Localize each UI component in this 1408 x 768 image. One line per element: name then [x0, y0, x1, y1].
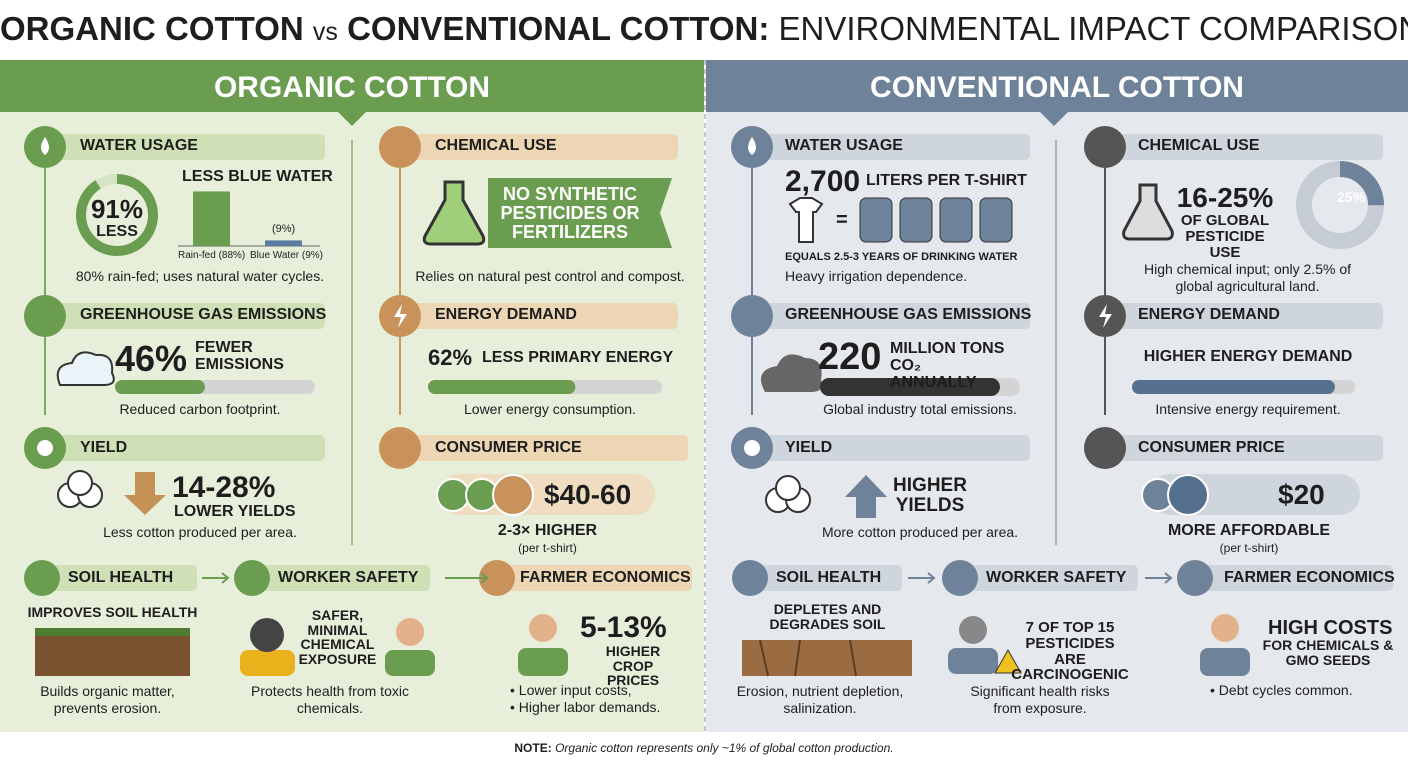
- section-label: SOIL HEALTH: [68, 569, 174, 586]
- section-label: CHEMICAL USE: [435, 137, 557, 154]
- figure: 2,700: [785, 165, 861, 198]
- caption: Less cotton produced per area.: [103, 524, 297, 540]
- section-label: GREENHOUSE GAS EMISSIONS: [80, 306, 327, 323]
- ring-label: 91%: [90, 194, 144, 224]
- panel-heading: ORGANIC COTTON: [213, 71, 491, 104]
- caption: Lower energy consumption.: [464, 401, 636, 417]
- caption: Builds organic matter, prevents erosion.: [40, 683, 175, 716]
- caption: Protects health from toxic chemicals.: [251, 683, 409, 716]
- bar-label: Rain-fed (88%): [178, 250, 246, 261]
- note: (per t-shirt): [1219, 541, 1279, 555]
- footnote: NOTE: Organic cotton represents only ~1%…: [0, 742, 1408, 755]
- bar-label: Blue Water (9%): [250, 250, 323, 261]
- section-label: SOIL HEALTH: [776, 569, 882, 586]
- progress-bar: [820, 378, 1000, 396]
- section-label: CONSUMER PRICE: [1138, 439, 1285, 456]
- pie-label: 25%: [1337, 189, 1366, 205]
- page-title: ORGANIC COTTON vs CONVENTIONAL COTTON: E…: [0, 10, 1408, 47]
- chart-title: LESS BLUE WATER: [182, 168, 333, 185]
- title-part: CONVENTIONAL COTTON:: [347, 10, 770, 47]
- progress-bar: [428, 380, 576, 394]
- figure: 46%: [115, 338, 188, 379]
- figure-text: FEWER EMISSIONS: [195, 339, 284, 373]
- headline: 7 OF TOP 15 PESTICIDES ARE CARCINOGENIC: [1011, 619, 1129, 684]
- section-label: ENERGY DEMAND: [1138, 306, 1280, 323]
- bar: [193, 191, 230, 246]
- headline: HIGH COSTS: [1268, 617, 1393, 639]
- subheadline: FOR CHEMICALS & GMO SEEDS: [1262, 637, 1394, 668]
- figure-text: LOWER YIELDS: [174, 503, 296, 520]
- section-label: GREENHOUSE GAS EMISSIONS: [785, 306, 1032, 323]
- section-label: YIELD: [785, 439, 833, 456]
- figure: 16-25%: [1176, 182, 1274, 213]
- figure: $20: [1278, 479, 1325, 510]
- figure-text: HIGHER CROP PRICES: [605, 643, 661, 689]
- headline: HIGHER YIELDS: [893, 475, 967, 516]
- section-label: CONSUMER PRICE: [435, 439, 582, 456]
- banner: NO SYNTHETIC PESTICIDES OR FERTILIZERS: [500, 184, 640, 242]
- figure-text: OF GLOBAL PESTICIDE USE: [1180, 212, 1270, 261]
- caption: Significant health risks from exposure.: [970, 683, 1110, 716]
- bullet: • Higher labor demands.: [510, 699, 661, 715]
- caption: Relies on natural pest control and compo…: [415, 268, 685, 284]
- section-label: WORKER SAFETY: [986, 569, 1127, 586]
- caption: Erosion, nutrient depletion, salinizatio…: [736, 683, 904, 716]
- ring-arc: [76, 174, 158, 256]
- headline: HIGHER ENERGY DEMAND: [1143, 348, 1353, 365]
- caption: High chemical input; only 2.5% of global…: [1144, 261, 1351, 294]
- section-label: CHEMICAL USE: [1138, 137, 1260, 154]
- ring-sub: LESS: [96, 223, 138, 240]
- figure-text: MORE AFFORDABLE: [1167, 522, 1331, 539]
- note-label: NOTE:: [514, 741, 552, 755]
- figure: $40-60: [544, 479, 632, 510]
- section-label: FARMER ECONOMICS: [1224, 569, 1395, 586]
- figure: 14-28%: [172, 471, 276, 504]
- figure-text: LITERS PER T-SHIRT: [866, 172, 1027, 189]
- caption: Intensive energy requirement.: [1155, 401, 1341, 417]
- bar-value-label: (9%): [272, 223, 296, 235]
- headline: DEPLETES AND DEGRADES SOIL: [769, 601, 886, 632]
- equals-text: EQUALS 2.5-3 YEARS OF DRINKING WATER: [785, 251, 1018, 263]
- figure: 5-13%: [580, 611, 667, 644]
- figure-text: 2-3× HIGHER: [497, 522, 598, 539]
- caption: More cotton produced per area.: [821, 524, 1019, 540]
- title-part: ORGANIC COTTON: [0, 10, 304, 47]
- figure: 220: [818, 336, 882, 378]
- bullet: • Debt cycles common.: [1210, 682, 1353, 698]
- title-part: ENVIRONMENTAL IMPACT COMPARISON: [778, 10, 1408, 47]
- headline: SAFER, MINIMAL CHEMICAL EXPOSURE: [298, 607, 377, 668]
- caption: Global industry total emissions.: [823, 401, 1017, 417]
- section-label: WATER USAGE: [785, 137, 903, 154]
- progress-bar: [115, 380, 205, 394]
- headline: IMPROVES SOIL HEALTH: [27, 604, 198, 620]
- figure-text: LESS PRIMARY ENERGY: [482, 349, 674, 366]
- equals-sign: =: [836, 209, 848, 231]
- panel-heading: CONVENTIONAL COTTON: [870, 71, 1244, 104]
- ring-arc: [1296, 161, 1384, 249]
- note: (per t-shirt): [518, 541, 577, 555]
- bar: [265, 240, 302, 246]
- caption: Heavy irrigation dependence.: [785, 268, 968, 284]
- section-label: YIELD: [80, 439, 128, 456]
- figure: 62%: [428, 345, 473, 370]
- title-vs: vs: [312, 18, 338, 46]
- section-label: WATER USAGE: [80, 137, 198, 154]
- section-label: ENERGY DEMAND: [435, 306, 577, 323]
- figure-text: MILLION TONS CO₂ ANNUALLY: [890, 340, 1005, 391]
- caption: 80% rain-fed; uses natural water cycles.: [75, 268, 325, 284]
- caption: Reduced carbon footprint.: [119, 401, 281, 417]
- progress-bar: [1132, 380, 1335, 394]
- section-label: WORKER SAFETY: [278, 569, 419, 586]
- note-text: Organic cotton represents only ~1% of gl…: [555, 741, 894, 755]
- section-label: FARMER ECONOMICS: [520, 569, 691, 586]
- bullet: • Lower input costs,: [510, 682, 632, 698]
